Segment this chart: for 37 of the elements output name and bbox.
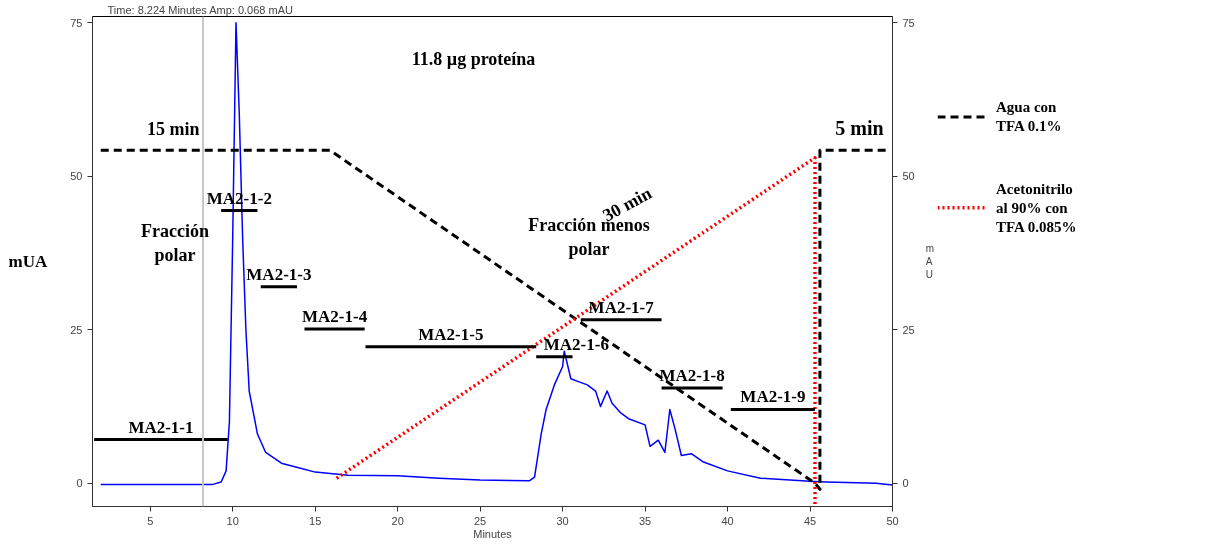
series-label: MA2-1-5 (418, 324, 484, 344)
y-axis-title: mUA (8, 252, 48, 271)
series-label: MA2-1-6 (543, 334, 609, 354)
series-label: MA2-1-7 (588, 297, 655, 317)
x-tick-label: 45 (803, 514, 817, 527)
x-tick-label: 40 (721, 514, 734, 527)
x-tick-label: 30 (556, 514, 569, 527)
x-tick-label: 20 (391, 514, 404, 527)
y-tick-label: 25 (70, 323, 83, 336)
y2-tick-label: 0 (902, 477, 909, 490)
legend-label: Acetonitrilo al 90% con TFA 0.085% (996, 180, 1077, 235)
text: Time: 8.224 Minutes Amp: 0.068 mAU (107, 3, 294, 16)
annotation: 11.8 µg proteína (411, 48, 536, 69)
series-label: MA2-1-4 (301, 307, 368, 327)
y2-axis-title: mAU (925, 242, 935, 281)
x-tick-label: 5 (147, 514, 154, 527)
series-label: MA2-1-8 (659, 365, 725, 385)
annotation: 5 min (835, 117, 884, 140)
x-axis-title: Minutes (473, 527, 513, 540)
y2-tick-label: 50 (902, 170, 915, 183)
series-label: MA2-1-3 (246, 264, 312, 284)
y2-tick-label: 75 (902, 16, 915, 29)
x-tick-label: 15 (309, 514, 322, 527)
series-label: MA2-1-1 (128, 417, 194, 437)
legend-label: Agua con TFA 0.1% (996, 99, 1062, 135)
line-series (100, 21, 893, 486)
annotation: Fracción polar (140, 221, 209, 266)
y-tick-label: 75 (70, 16, 83, 29)
y-tick-label: 50 (70, 170, 83, 183)
x-tick-label: 10 (226, 514, 239, 527)
y2-tick-label: 25 (902, 323, 915, 336)
x-tick-label: 25 (474, 514, 487, 527)
series-label: MA2-1-9 (740, 387, 806, 407)
annotation: 15 min (147, 119, 200, 140)
x-tick-label: 35 (638, 514, 652, 527)
x-tick-label: 50 (886, 514, 899, 527)
y-tick-label: 0 (76, 477, 83, 490)
